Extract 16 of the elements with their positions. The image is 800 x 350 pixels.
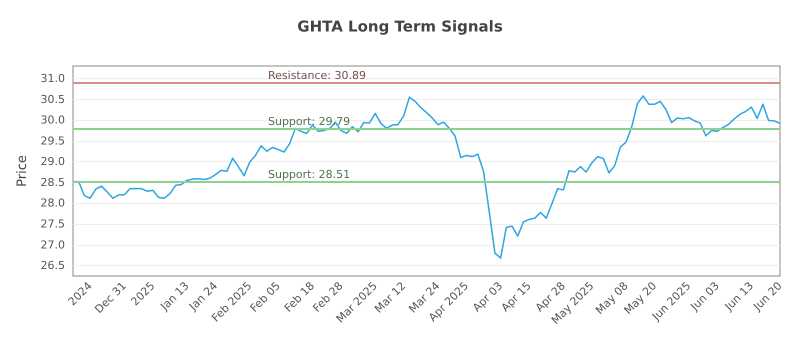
y-tick-label: 28.0 — [40, 196, 65, 210]
y-tick-label: 29.5 — [40, 134, 65, 148]
y-tick-label: 27.0 — [40, 238, 65, 252]
y-tick-label: 30.5 — [40, 92, 65, 106]
y-tick-label: 30.0 — [40, 114, 65, 127]
y-tick-label: 26.5 — [40, 259, 65, 272]
ref-line-label: Resistance: 30.89 — [268, 69, 366, 82]
ref-line-label: Support: 29.79 — [268, 114, 350, 128]
y-tick-label: 31.0 — [40, 72, 65, 85]
ref-line-label: Support: 28.51 — [268, 168, 350, 182]
y-tick-label: 29.0 — [40, 155, 65, 168]
x-tick-label: Dec 31 — [92, 279, 129, 316]
y-tick-label: 28.5 — [40, 176, 65, 189]
chart-title: GHTA Long Term Signals — [297, 18, 503, 36]
y-tick-label: 27.5 — [40, 218, 65, 231]
y-axis-title: Price — [15, 155, 30, 187]
